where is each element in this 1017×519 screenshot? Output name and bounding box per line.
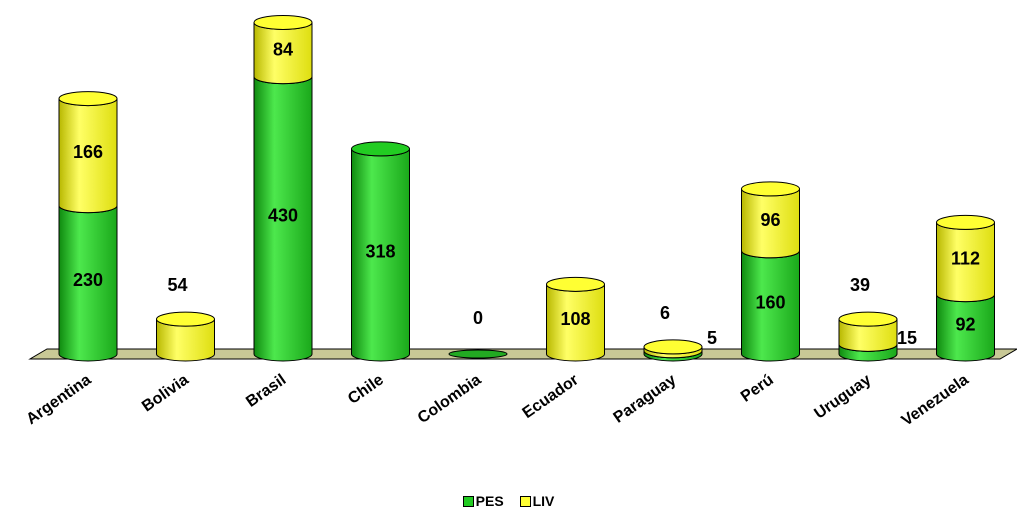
legend-item-liv: LIV <box>519 493 555 509</box>
legend-item-pes: PES <box>462 493 504 509</box>
tick-label-paraguay: Paraguay <box>611 371 680 426</box>
tick-label-bolivia: Bolivia <box>139 371 192 415</box>
legend-swatch-liv <box>519 495 531 507</box>
data-label-peru-pes: 160 <box>755 292 785 312</box>
data-label-uruguay-liv: 39 <box>850 275 870 295</box>
legend-label-liv: LIV <box>532 493 555 509</box>
data-label-chile-pes: 318 <box>365 241 395 261</box>
bar-top-chile-pes <box>351 141 410 157</box>
data-label-argentina-pes: 230 <box>73 270 103 290</box>
data-label-paraguay-liv: 6 <box>660 303 670 323</box>
data-label-colombia-pes: 0 <box>473 308 483 328</box>
tick-label-chile: Chile <box>345 371 387 407</box>
data-label-argentina-liv: 166 <box>73 142 103 162</box>
data-label-paraguay-pes: 5 <box>707 328 717 348</box>
data-label-brasil-pes: 430 <box>268 205 298 225</box>
tick-label-ecuador: Ecuador <box>520 371 582 422</box>
tick-label-uruguay: Uruguay <box>811 371 874 422</box>
legend-label-pes: PES <box>475 493 504 509</box>
tick-label-colombia: Colombia <box>415 371 485 427</box>
bar-top-ecuador-liv <box>546 276 605 292</box>
data-label-brasil-liv: 84 <box>273 40 293 60</box>
bar-top-paraguay-liv <box>643 339 703 355</box>
data-label-peru-liv: 96 <box>760 210 780 230</box>
tick-label-argentina: Argentina <box>23 371 94 428</box>
bar-top-brasil-liv <box>253 14 313 30</box>
tick-label-peru: Perú <box>738 371 777 405</box>
data-label-venezuela-pes: 92 <box>955 314 975 334</box>
bar-top-uruguay-liv <box>838 311 898 327</box>
data-label-uruguay-pes: 15 <box>897 328 917 348</box>
legend-swatch-pes <box>462 495 474 507</box>
data-label-venezuela-liv: 112 <box>951 249 980 269</box>
chart-legend: PES LIV <box>0 493 1017 510</box>
bar-colombia-empty <box>448 349 508 359</box>
bar-top-argentina-liv <box>58 91 118 107</box>
tick-label-venezuela: Venezuela <box>899 371 972 429</box>
bar-top-bolivia-liv <box>156 311 215 327</box>
data-label-bolivia-liv: 54 <box>167 275 187 295</box>
bar-top-peru-liv <box>741 181 800 197</box>
data-label-ecuador-liv: 108 <box>560 309 590 329</box>
tick-label-brasil: Brasil <box>243 371 289 410</box>
bar-top-venezuela-liv <box>936 214 995 230</box>
